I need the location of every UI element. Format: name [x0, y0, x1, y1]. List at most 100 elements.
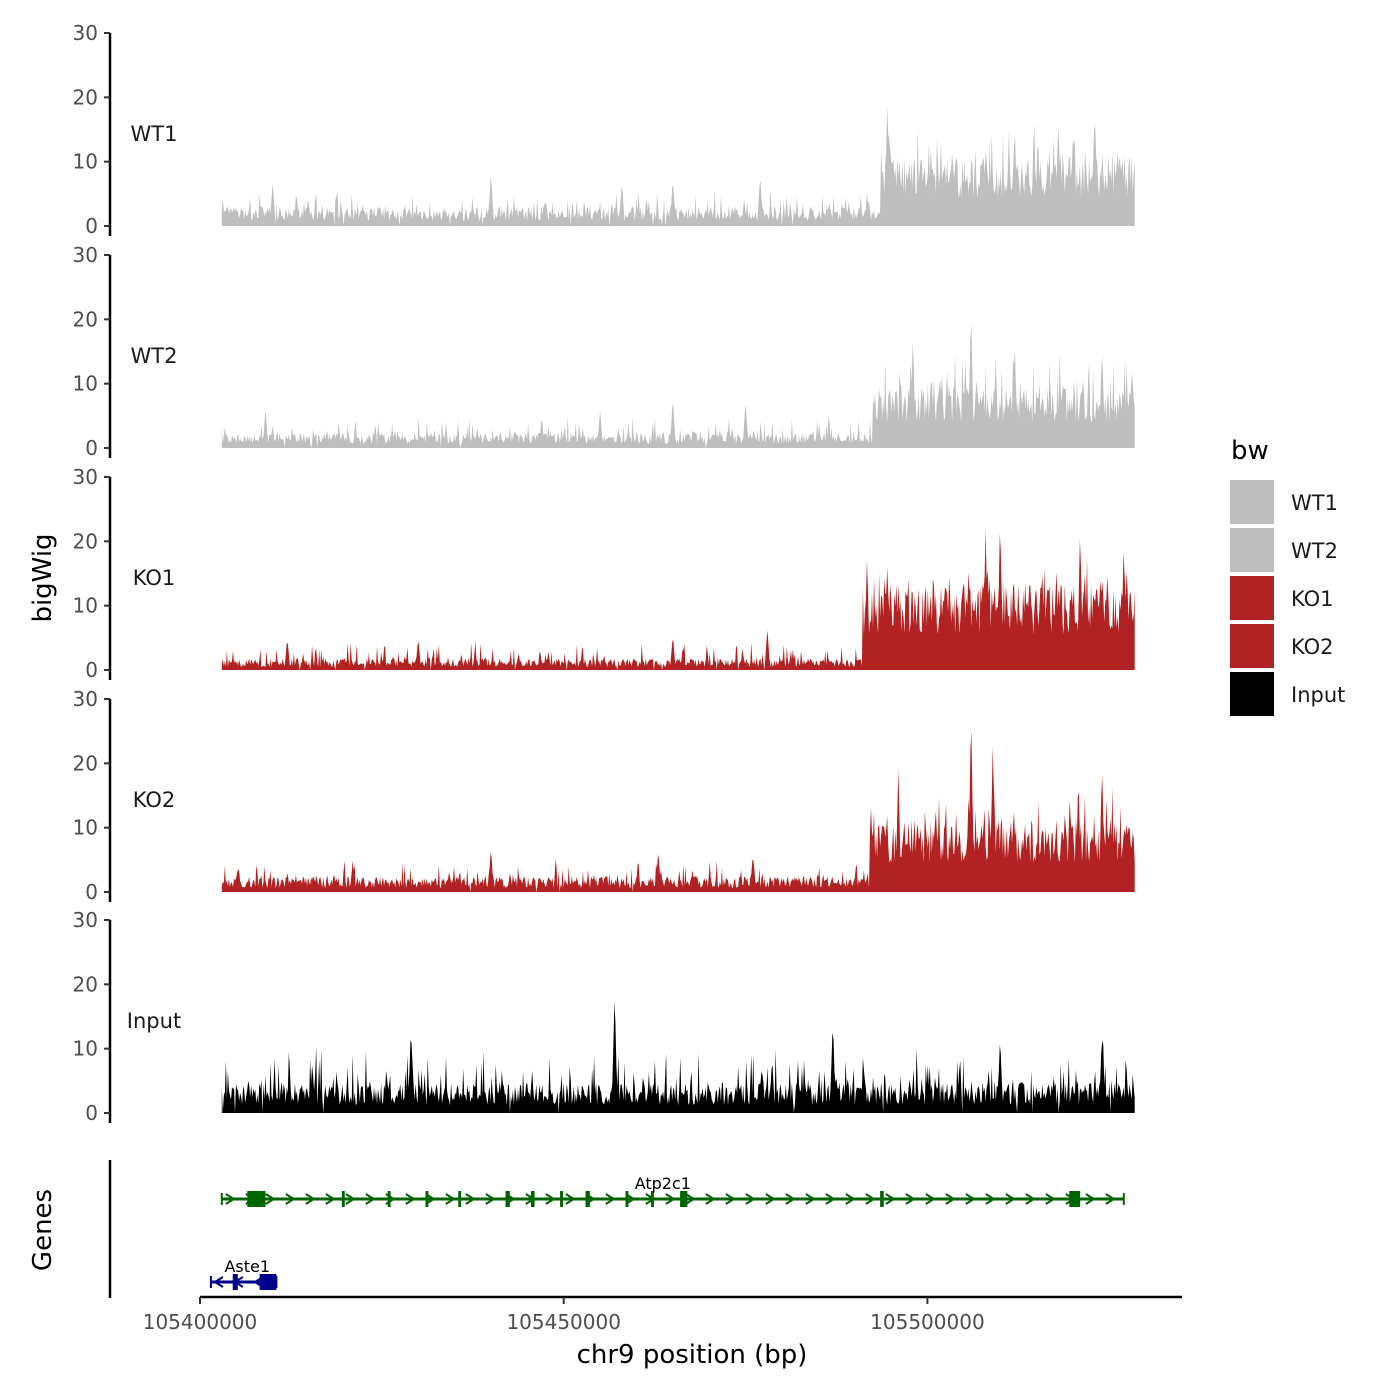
legend-label-ko1: KO1: [1291, 587, 1334, 611]
strand-arrow: [1085, 1193, 1096, 1205]
y-tick-label: 20: [73, 307, 98, 331]
legend-title: bw: [1231, 436, 1269, 466]
strand-arrow: [465, 1193, 476, 1205]
exon: [625, 1191, 629, 1207]
strand-arrow: [745, 1193, 756, 1205]
track-wt2: 0 10 20 30 WT2: [73, 243, 1135, 460]
strand-arrow: [285, 1193, 296, 1205]
strand-arrow: [305, 1193, 316, 1205]
x-axis: 105400000 105450000 105500000: [143, 1295, 1182, 1334]
coverage-area: [221, 731, 1135, 892]
coverage-area: [221, 105, 1135, 226]
y-tick-label: 30: [73, 465, 98, 489]
exon: [530, 1191, 535, 1207]
strand-arrow: [885, 1193, 896, 1205]
strand-arrow: [325, 1193, 336, 1205]
gene-label: Atp2c1: [635, 1174, 691, 1193]
exon: [341, 1191, 345, 1207]
strand-arrow: [665, 1193, 676, 1205]
strand-arrow: [405, 1193, 416, 1205]
y-tick-label: 0: [85, 658, 98, 682]
strand-arrow: [725, 1193, 736, 1205]
strand-arrow: [965, 1193, 976, 1205]
gene-annotation-panel: Atp2c1 Aste1: [108, 1160, 1125, 1298]
x-tick-label: 105500000: [870, 1310, 985, 1334]
strand-arrow: [425, 1193, 436, 1205]
legend-swatch-wt1: [1230, 480, 1274, 524]
x-tick-label: 105400000: [143, 1310, 258, 1334]
exon: [458, 1191, 462, 1207]
strand-arrow: [365, 1193, 376, 1205]
track-label: WT1: [131, 122, 178, 146]
legend-swatch-wt2: [1230, 528, 1274, 572]
strand-arrow: [685, 1193, 696, 1205]
track-ko2: 0 10 20 30 KO2: [73, 687, 1135, 904]
exon: [680, 1191, 688, 1207]
exon: [505, 1191, 510, 1207]
y-tick-label: 10: [73, 1037, 98, 1061]
coverage-area: [221, 529, 1135, 670]
y-tick-label: 20: [73, 751, 98, 775]
y-tick-label: 20: [73, 972, 98, 996]
exon: [232, 1274, 238, 1290]
genes-axis-title: Genes: [28, 1189, 58, 1271]
legend-swatch-ko1: [1230, 576, 1274, 620]
coverage-area: [221, 1001, 1135, 1113]
strand-arrow: [1005, 1193, 1016, 1205]
legend-swatch-ko2: [1230, 624, 1274, 668]
strand-arrow: [485, 1193, 496, 1205]
strand-arrow: [765, 1193, 776, 1205]
y-tick-label: 0: [85, 214, 98, 238]
y-tick-label: 10: [73, 150, 98, 174]
strand-arrow: [1025, 1193, 1036, 1205]
exon: [387, 1191, 391, 1207]
y-tick-label: 10: [73, 816, 98, 840]
legend-label-wt1: WT1: [1291, 491, 1338, 515]
exon: [259, 1274, 277, 1290]
strand-arrow: [845, 1193, 856, 1205]
strand-arrow: [865, 1193, 876, 1205]
y-tick-label: 30: [73, 908, 98, 932]
track-wt1: 0 10 20 30 WT1: [73, 21, 1135, 238]
strand-arrow: [925, 1193, 936, 1205]
legend: bw WT1 WT2 KO1 KO2 Input: [1230, 436, 1345, 716]
strand-arrow: [945, 1193, 956, 1205]
exon: [650, 1191, 654, 1207]
x-tick-label: 105450000: [506, 1310, 621, 1334]
strand-arrow: [545, 1193, 556, 1205]
strand-arrow: [605, 1193, 616, 1205]
exon: [1069, 1191, 1081, 1207]
track-ko1: 0 10 20 30 KO1: [73, 465, 1135, 682]
strand-arrow: [265, 1193, 276, 1205]
track-label: WT2: [131, 344, 178, 368]
y-tick-label: 30: [73, 243, 98, 267]
strand-arrow: [985, 1193, 996, 1205]
track-label: KO2: [133, 788, 176, 812]
strand-arrow: [705, 1193, 716, 1205]
strand-arrow: [225, 1193, 236, 1205]
strand-arrow: [565, 1193, 576, 1205]
y-tick-label: 10: [73, 594, 98, 618]
strand-arrow: [825, 1193, 836, 1205]
y-tick-label: 0: [85, 880, 98, 904]
x-axis-title: chr9 position (bp): [577, 1340, 808, 1370]
y-tick-label: 30: [73, 21, 98, 45]
y-tick-label: 20: [73, 529, 98, 553]
strand-arrow: [345, 1193, 356, 1205]
legend-label-ko2: KO2: [1291, 635, 1334, 659]
exon: [247, 1191, 266, 1207]
coverage-tracks: 0 10 20 30 WT1 0 10 20 30 WT2 0 10 20 30 KO1 0 10 20 30 KO2…: [73, 21, 1135, 1125]
track-label: KO1: [133, 566, 176, 590]
strand-arrow: [445, 1193, 456, 1205]
track-label: Input: [127, 1009, 181, 1033]
strand-arrow: [213, 1276, 224, 1288]
y-tick-label: 30: [73, 687, 98, 711]
y-tick-label: 10: [73, 372, 98, 396]
legend-swatch-input: [1230, 672, 1274, 716]
track-input: 0 10 20 30 Input: [73, 908, 1135, 1125]
coverage-area: [221, 324, 1135, 448]
exon: [560, 1191, 563, 1207]
legend-label-wt2: WT2: [1291, 539, 1338, 563]
gene-aste1: Aste1: [209, 1257, 278, 1290]
